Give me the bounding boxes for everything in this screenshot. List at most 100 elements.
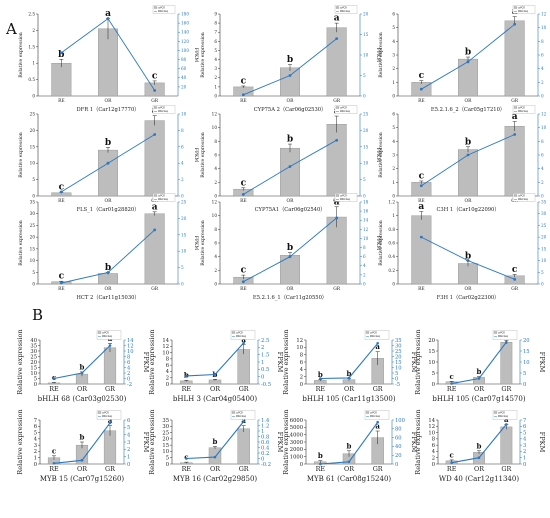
y-tick-label: 5 xyxy=(166,456,169,462)
y-tick-label: 5 xyxy=(34,376,37,382)
y2-tick-label: 20 xyxy=(541,235,547,240)
legend-bar-swatch xyxy=(153,194,158,197)
y2-tick-label: 1.5 xyxy=(261,352,269,358)
category-label: RE xyxy=(58,199,65,204)
y-tick-label: 6 xyxy=(34,424,37,430)
category-label: GR xyxy=(373,385,383,393)
y2-axis-label: FPKM xyxy=(410,432,418,453)
y-tick-label: 8 xyxy=(432,437,435,443)
legend-line-label: RNA-Seq xyxy=(340,198,351,201)
rna-seq-point xyxy=(59,51,63,55)
legend-bar-swatch xyxy=(153,106,158,109)
legend-box xyxy=(230,410,256,420)
y2-tick-label: 16 xyxy=(363,209,369,214)
y-tick-label: 6 xyxy=(166,363,169,369)
y2-tick-label: 0 xyxy=(541,281,544,286)
y-tick-label: 8 xyxy=(214,139,217,144)
significance-letter: a xyxy=(152,202,158,212)
y-tick-label: 4 xyxy=(392,139,395,144)
legend-box xyxy=(152,5,176,14)
y2-tick-label: 1 xyxy=(261,360,264,366)
y-tick-label: 4 xyxy=(214,57,217,62)
y2-tick-label: 5 xyxy=(127,425,130,431)
significance-letter: b xyxy=(347,441,352,450)
rna-seq-point xyxy=(288,255,292,259)
category-label: OR xyxy=(105,99,113,104)
significance-letter: c xyxy=(241,178,247,188)
bar-RE xyxy=(411,215,432,285)
category-label: GR xyxy=(151,99,159,104)
category-label: OR xyxy=(105,287,113,292)
y2-tick-label: 12 xyxy=(541,11,547,16)
y2-tick-label: 4 xyxy=(363,263,366,268)
y-tick-label: 15 xyxy=(30,144,36,149)
y2-tick-label: 0 xyxy=(181,193,184,198)
rna-seq-point xyxy=(106,17,110,20)
y-tick-label: 4000 xyxy=(290,432,303,438)
y2-axis-label: FPKM xyxy=(142,352,150,373)
y-tick-label: 0 xyxy=(432,382,435,388)
y2-tick-label: 10 xyxy=(181,111,187,116)
category-label: RE xyxy=(316,465,326,473)
rna-seq-point xyxy=(376,342,379,345)
rna-seq-point xyxy=(242,341,245,345)
category-label: RE xyxy=(240,99,247,104)
legend-bar-swatch xyxy=(513,6,518,9)
y-axis-label: Relative expression xyxy=(16,329,24,395)
panel-a-label: A xyxy=(6,20,17,38)
y2-tick-label: 100 xyxy=(181,48,189,53)
y-tick-label: 20 xyxy=(30,360,37,366)
y2-tick-label: 2 xyxy=(363,272,366,277)
y2-tick-label: 10 xyxy=(541,25,547,30)
y-axis-label: Relative expression xyxy=(16,409,24,475)
significance-letter: b xyxy=(287,135,293,145)
y2-tick-label: 5 xyxy=(363,177,366,182)
panel-b-label: B xyxy=(32,306,44,324)
rna-seq-point xyxy=(505,423,508,426)
y-tick-label: 4 xyxy=(214,254,217,259)
bar-OR xyxy=(97,149,118,197)
y-tick-label: 1.5 xyxy=(28,44,35,49)
y2-tick-label: 2 xyxy=(261,345,264,351)
significance-letter: c xyxy=(241,76,247,86)
rna-seq-point xyxy=(108,421,112,425)
y-axis-label: Relative expression xyxy=(282,409,290,475)
y2-tick-label: 0.8 xyxy=(261,434,269,440)
legend-bar-label: q-PCR xyxy=(340,106,347,109)
rna-seq-point xyxy=(153,89,157,92)
y2-tick-label: 4 xyxy=(541,166,544,171)
y-tick-label: 2 xyxy=(300,374,303,380)
y2-tick-label: 2 xyxy=(127,371,130,377)
y-tick-label: 35 xyxy=(162,418,169,424)
y-tick-label: 2 xyxy=(32,28,35,33)
significance-letter: c xyxy=(450,450,454,459)
y-tick-label: 5 xyxy=(392,25,395,30)
y2-tick-label: 2 xyxy=(541,180,544,185)
y2-tick-label: 60 xyxy=(181,66,187,71)
y-tick-label: 40 xyxy=(30,338,37,344)
y-tick-label: 6 xyxy=(432,443,435,449)
y-tick-label: 2 xyxy=(392,66,395,71)
rna-seq-point xyxy=(80,459,84,462)
y2-axis-label: FPKM xyxy=(375,148,381,163)
category-label: RE xyxy=(182,385,192,393)
category-label: GR xyxy=(239,465,249,473)
y2-axis-label: FPKM xyxy=(538,432,546,453)
legend-line-label: RNA-Seq xyxy=(102,335,113,338)
y2-tick-label: 25 xyxy=(363,111,369,116)
y2-tick-label: 2 xyxy=(181,177,184,182)
y2-tick-label: 20 xyxy=(363,11,369,16)
y-tick-label: 5 xyxy=(214,48,217,53)
legend-line-label: RNA-Seq xyxy=(340,10,351,13)
significance-letter: b xyxy=(105,263,111,273)
y-tick-label: 7 xyxy=(34,418,37,424)
y-axis-label: Relative expression xyxy=(148,329,156,395)
legend-line-label: RNA-Seq xyxy=(498,335,509,338)
y-tick-label: 7 xyxy=(214,30,217,35)
rna-seq-point xyxy=(376,420,379,424)
significance-letter: a xyxy=(512,112,518,122)
category-label: OR xyxy=(474,385,484,393)
